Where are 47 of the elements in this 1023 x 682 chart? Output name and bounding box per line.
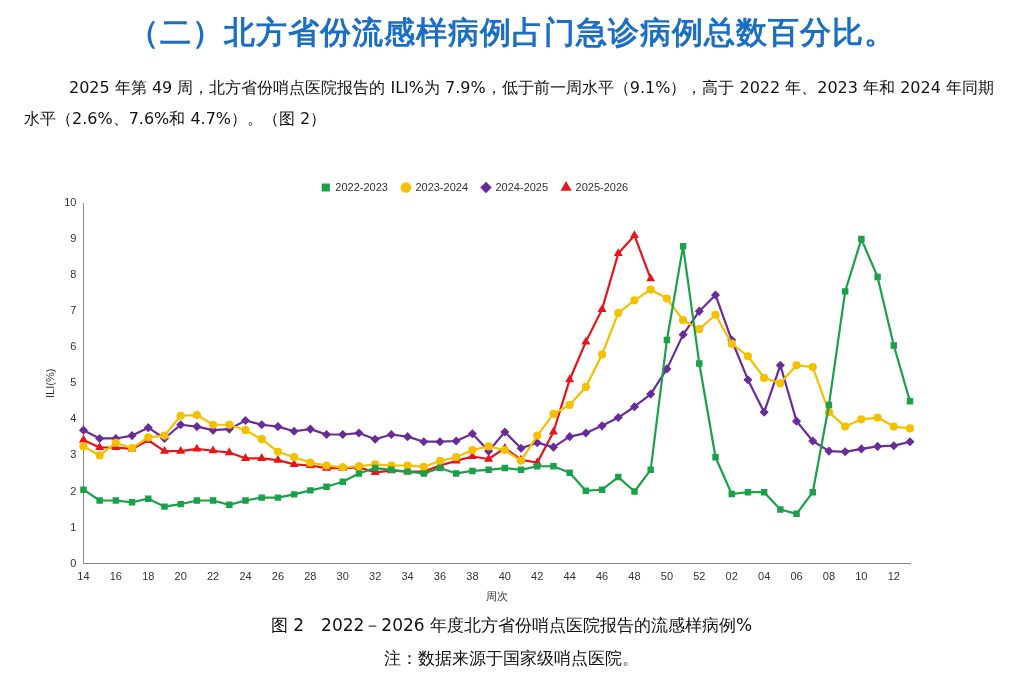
legend-label: 2025-2026 [575,180,629,193]
chart-title: （二）北方省份流感样病例占门急诊病例总数百分比。 [126,13,897,52]
x-tick-label: 02 [725,570,738,583]
y-tick-label: 2 [70,484,77,497]
x-tick-label: 14 [77,570,90,583]
x-axis-title: 周次 [485,590,508,603]
x-tick-label: 12 [887,570,900,583]
y-tick-label: 9 [70,232,77,245]
x-tick-label: 20 [174,570,187,583]
y-axis-title: ILI(%) [43,368,56,398]
legend-label: 2022-2023 [335,180,388,193]
x-tick-label: 24 [239,570,252,583]
x-tick-label: 04 [758,570,771,583]
x-tick-label: 28 [304,570,317,583]
x-tick-label: 26 [271,570,285,583]
text: 注：数据来源于国家级哨点医院。 [383,647,640,670]
legend-label: 2023-2024 [415,180,468,193]
y-tick-label: 10 [64,196,77,209]
caption: 图 2 2022－2026 年度北方省份哨点医院报告的流感样病例% [269,614,754,637]
x-tick-label: 40 [498,570,511,583]
legend-label: 2024-2025 [495,180,549,193]
x-tick-label: 44 [563,570,576,583]
x-tick-label: 42 [531,570,544,583]
chart-subtitle: 2025 年第 49 周，北方省份哨点医院报告的 ILI%为 7.9%，低于前一周水平（9.1%），高于 2022 年、2023 年和 2024 年同期水平（2.6%、7.6%和 4.7%）。（图 2） [24,77,995,130]
x-tick-label: 34 [401,570,414,583]
x-tick-label: 36 [433,570,447,583]
x-tick-label: 52 [693,570,706,583]
x-tick-label: 18 [142,570,155,583]
y-tick-label: 6 [70,340,77,353]
y-tick-label: 3 [70,448,77,461]
y-tick-label: 4 [70,412,77,425]
x-tick-label: 16 [109,570,122,583]
y-tick-label: 5 [70,376,77,389]
x-tick-label: 06 [790,570,803,583]
x-tick-label: 08 [822,570,836,583]
x-tick-label: 50 [660,570,674,583]
y-tick-label: 0 [70,556,77,569]
x-tick-label: 30 [336,570,349,583]
y-tick-label: 7 [70,304,77,317]
x-tick-label: 48 [628,570,641,583]
y-tick-label: 1 [70,520,77,533]
x-tick-label: 38 [466,570,479,583]
x-tick-label: 32 [369,570,382,583]
x-tick-label: 22 [206,570,220,583]
x-tick-label: 10 [855,570,868,583]
x-tick-label: 46 [595,570,609,583]
y-tick-label: 8 [70,268,77,281]
